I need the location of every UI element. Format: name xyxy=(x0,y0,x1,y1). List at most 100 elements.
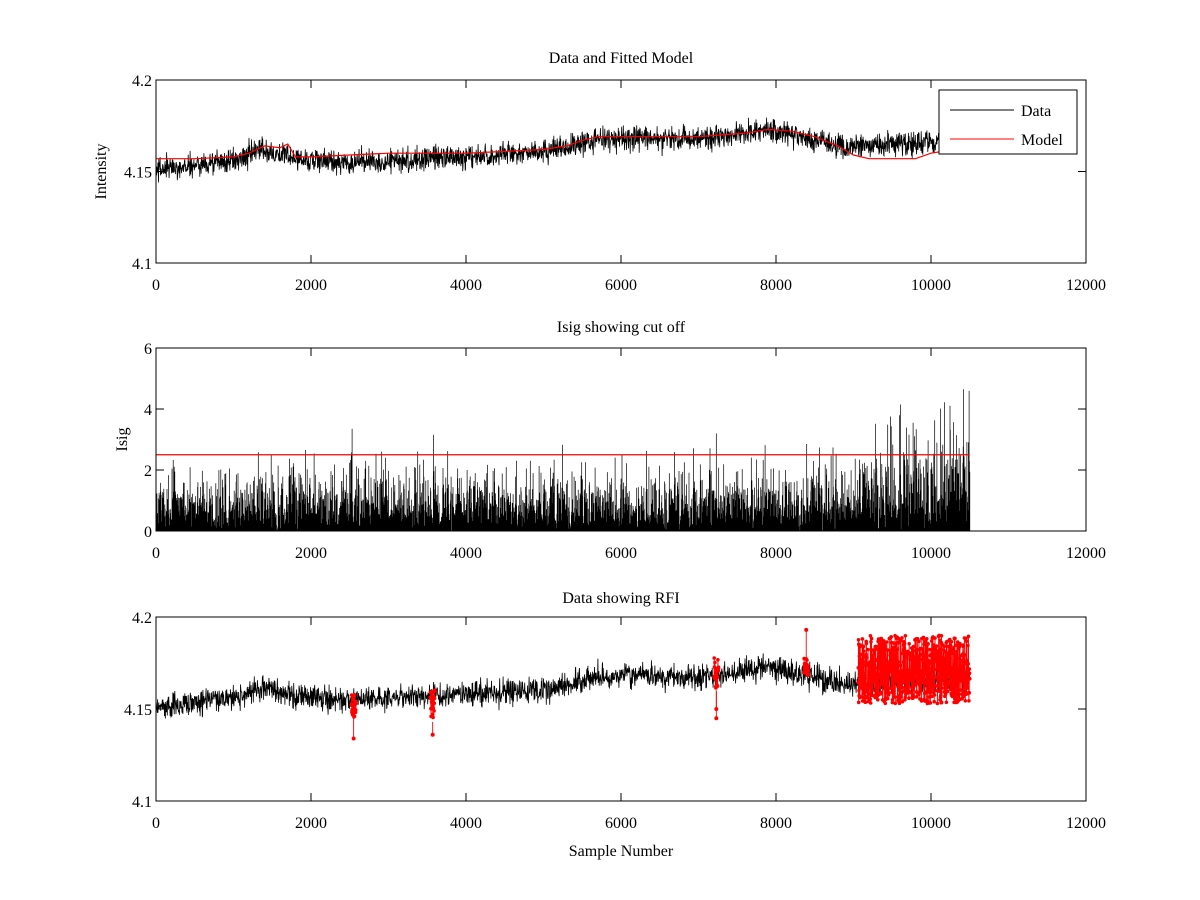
x-tick-label: 0 xyxy=(152,277,160,294)
rfi-point xyxy=(861,660,865,664)
series-model-line xyxy=(156,128,970,160)
rfi-point xyxy=(966,662,970,666)
rfi-point xyxy=(713,660,717,665)
rfi-point xyxy=(912,664,916,668)
y-tick-label: 6 xyxy=(144,341,152,358)
rfi-point xyxy=(930,678,935,682)
rfi-point xyxy=(922,691,927,696)
y-tick-label: 4.15 xyxy=(124,165,152,182)
rfi-point xyxy=(864,689,869,694)
rfi-point xyxy=(929,639,934,643)
rfi-point xyxy=(907,671,912,675)
x-tick-label: 6000 xyxy=(605,277,637,294)
rfi-point xyxy=(867,664,872,669)
rfi-point xyxy=(862,686,867,691)
rfi-point xyxy=(931,643,936,647)
rfi-point xyxy=(916,662,921,666)
y-tick-label: 4 xyxy=(144,402,152,419)
panel3-ticks: 0 2000 4000 6000 8000 10000 12000 4.1 4.15 4.2 xyxy=(124,610,1106,832)
x-tick-label: 2000 xyxy=(295,815,327,832)
rfi-point xyxy=(868,697,872,702)
rfi-point xyxy=(937,653,942,657)
rfi-point xyxy=(900,651,904,656)
rfi-point xyxy=(902,641,907,646)
rfi-point xyxy=(903,680,907,684)
rfi-point xyxy=(964,674,969,678)
rfi-point xyxy=(948,656,952,661)
rfi-point xyxy=(958,688,963,692)
rfi-point xyxy=(964,639,969,644)
rfi-point xyxy=(945,689,950,694)
rfi-point xyxy=(869,681,873,686)
rfi-point xyxy=(939,634,944,638)
rfi-point xyxy=(432,696,437,700)
rfi-point xyxy=(949,639,954,644)
rfi-point xyxy=(966,643,970,648)
rfi-outlier-point xyxy=(714,716,719,721)
rfi-point xyxy=(912,661,917,665)
x-tick-label: 4000 xyxy=(450,815,482,832)
rfi-point xyxy=(920,670,925,675)
rfi-point xyxy=(354,702,358,706)
x-tick-label: 6000 xyxy=(605,815,637,832)
rfi-point xyxy=(935,701,940,706)
rfi-point xyxy=(881,676,886,681)
rfi-point xyxy=(940,673,944,678)
rfi-point xyxy=(917,653,922,658)
rfi-point xyxy=(894,662,898,667)
rfi-point xyxy=(934,667,938,672)
legend-label-model: Model xyxy=(1021,132,1063,149)
rfi-point xyxy=(940,686,944,690)
rfi-point xyxy=(934,644,939,648)
y-tick-label: 2 xyxy=(144,463,152,480)
rfi-point xyxy=(967,699,971,703)
y-tick-label: 0 xyxy=(144,524,152,541)
rfi-point xyxy=(953,696,958,701)
rfi-point xyxy=(879,690,883,695)
rfi-point xyxy=(930,659,935,663)
rfi-point xyxy=(894,651,899,656)
rfi-point xyxy=(887,691,891,695)
rfi-point xyxy=(925,669,929,673)
rfi-point xyxy=(863,682,867,686)
rfi-point xyxy=(925,637,929,641)
rfi-point xyxy=(861,663,865,668)
rfi-point xyxy=(865,655,869,659)
rfi-point xyxy=(965,658,969,663)
rfi-point xyxy=(965,681,970,685)
rfi-point xyxy=(871,660,875,664)
rfi-point xyxy=(942,644,947,649)
rfi-point xyxy=(954,650,958,654)
rfi-outlier-point xyxy=(804,627,809,632)
rfi-point xyxy=(917,639,921,643)
y-tick-label: 4.15 xyxy=(124,702,152,719)
rfi-point xyxy=(877,642,882,647)
rfi-point xyxy=(354,708,358,712)
rfi-point xyxy=(922,642,926,647)
rfi-point xyxy=(923,654,928,659)
rfi-point xyxy=(930,694,934,699)
rfi-point xyxy=(947,682,952,687)
rfi-point xyxy=(911,648,915,653)
rfi-point xyxy=(920,647,925,651)
x-tick-label: 0 xyxy=(152,545,160,562)
rfi-point xyxy=(891,658,895,663)
rfi-point xyxy=(927,666,932,671)
rfi-point xyxy=(907,696,911,700)
rfi-point xyxy=(946,663,950,668)
rfi-point xyxy=(860,670,865,674)
rfi-point xyxy=(433,689,437,693)
rfi-point xyxy=(902,646,907,651)
x-tick-label: 12000 xyxy=(1066,815,1106,832)
panel2-ylabel: Isig xyxy=(114,428,131,452)
rfi-point xyxy=(943,692,948,696)
x-tick-label: 4000 xyxy=(450,277,482,294)
rfi-point xyxy=(936,684,941,688)
rfi-point xyxy=(937,669,941,673)
rfi-point xyxy=(858,643,863,647)
rfi-point xyxy=(955,656,959,661)
rfi-point xyxy=(954,666,959,670)
rfi-point xyxy=(950,684,954,689)
rfi-point xyxy=(893,701,898,706)
rfi-point xyxy=(716,658,720,662)
